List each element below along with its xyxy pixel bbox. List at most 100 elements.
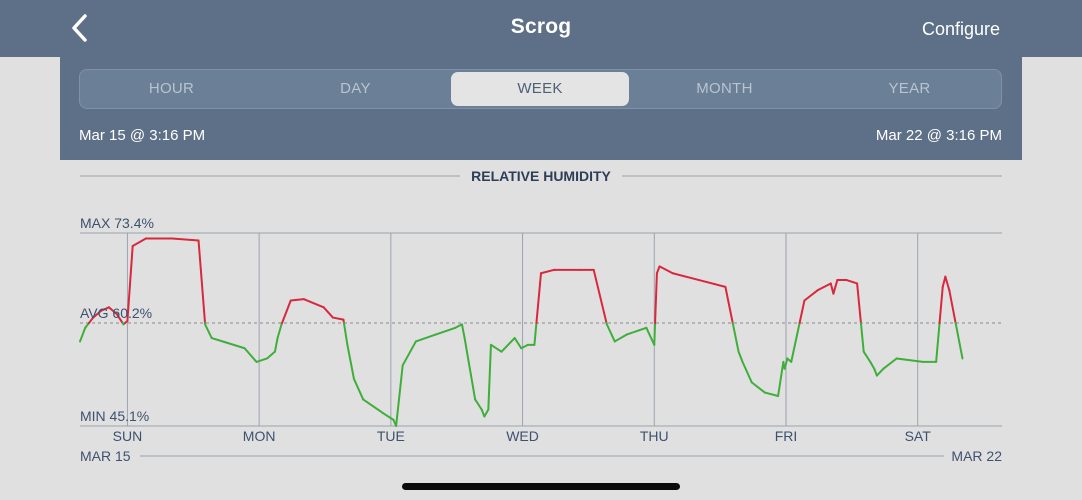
series-line-segment <box>346 343 355 380</box>
series-line-segment <box>671 272 701 282</box>
series-line-segment <box>204 323 213 340</box>
series-line-segment <box>655 265 661 275</box>
series-line-segment <box>210 337 226 344</box>
series-line-segment <box>658 265 674 275</box>
series-line-segment <box>223 341 246 350</box>
series-line-segment <box>698 279 727 288</box>
series-line-segment <box>342 322 349 346</box>
series-line-segment <box>613 333 628 343</box>
series-line-segment <box>783 357 789 370</box>
top-navigation-bar: Scrog Configure <box>0 0 1082 57</box>
series-line-segment <box>197 239 207 325</box>
time-range-segmented-control: HOUR DAY WEEK MONTH YEAR <box>79 69 1002 109</box>
range-start-label: Mar 15 @ 3:16 PM <box>79 127 206 144</box>
date-start-label: MAR 15 <box>80 448 131 464</box>
series-line-segment <box>395 364 404 427</box>
series-line-segment <box>777 360 785 397</box>
series-line-segment <box>724 285 734 325</box>
range-end-label: Mar 22 @ 3:16 PM <box>875 127 1002 144</box>
avg-label: AVG 60.2% <box>80 305 152 321</box>
series-line-segment <box>653 322 657 346</box>
series-line-segment <box>276 323 283 340</box>
series-line-segment <box>592 268 608 325</box>
series-line-segment <box>856 282 862 325</box>
series-line-segment <box>938 285 944 325</box>
x-tick-label: SAT <box>905 428 932 444</box>
series-line-segment <box>281 299 292 325</box>
chevron-left-icon[interactable] <box>66 12 96 44</box>
humidity-series <box>79 237 964 427</box>
x-tick-label: TUE <box>377 428 405 444</box>
tab-day[interactable]: DAY <box>340 80 371 97</box>
series-line-segment <box>126 244 134 322</box>
series-line-segment <box>763 391 780 397</box>
series-line-segment <box>882 357 898 370</box>
series-line-segment <box>816 282 832 292</box>
series-line-segment <box>741 360 753 384</box>
series-line-segment <box>362 398 384 415</box>
series-line-segment <box>645 326 656 346</box>
series-line-segment <box>875 367 885 377</box>
series-line-segment <box>625 326 648 336</box>
x-axis-day-labels: SUN MON TUE WED THU FRI SAT <box>113 428 932 444</box>
series-line-segment <box>463 337 477 401</box>
series-line-segment <box>489 343 503 353</box>
series-line-segment <box>798 299 806 325</box>
series-line-segment <box>803 289 819 302</box>
series-line-segment <box>460 323 466 340</box>
series-line-segment <box>654 272 658 325</box>
series-line-segment <box>115 313 124 325</box>
series-line-segment <box>266 350 276 360</box>
series-line-segment <box>100 306 110 312</box>
series-line-segment <box>331 316 345 321</box>
series-line-segment <box>535 272 542 325</box>
chart-title: RELATIVE HUMIDITY <box>471 168 611 184</box>
series-line-segment <box>302 298 325 309</box>
series-line-segment <box>84 322 90 329</box>
tab-hour[interactable]: HOUR <box>148 80 195 97</box>
series-line-segment <box>845 279 859 285</box>
series-line-segment <box>513 337 523 350</box>
series-line-segment <box>873 367 878 377</box>
series-line-segment <box>895 357 924 363</box>
range-panel: HOUR DAY WEEK MONTH YEAR Mar 15 @ 3:16 P… <box>60 57 1022 160</box>
series-line-segment <box>862 350 872 363</box>
series-line-segment <box>401 340 417 367</box>
humidity-chart: RELATIVE HUMIDITY MAX 73.4% AVG 60.2% MI… <box>79 168 1003 464</box>
x-tick-label: WED <box>506 428 539 444</box>
tab-year[interactable]: YEAR <box>888 80 931 97</box>
series-line-segment <box>483 408 490 418</box>
series-line-segment <box>750 381 766 394</box>
series-line-segment <box>434 326 457 336</box>
max-label: MAX 73.4% <box>80 215 154 231</box>
series-line-segment <box>87 316 95 325</box>
series-line-segment <box>107 306 118 316</box>
series-line-segment <box>381 412 395 421</box>
x-tick-label: FRI <box>775 428 798 444</box>
date-end-label: MAR 22 <box>951 448 1002 464</box>
series-line-segment <box>533 322 538 346</box>
x-tick-label: THU <box>640 428 669 444</box>
configure-button[interactable]: Configure <box>921 19 1000 39</box>
series-line-segment <box>954 322 964 360</box>
min-label: MIN 45.1% <box>80 408 149 424</box>
series-line-segment <box>273 337 279 353</box>
series-line-segment <box>948 289 957 325</box>
x-tick-label: MON <box>243 428 276 444</box>
x-tick-label: SUN <box>113 428 143 444</box>
tab-week[interactable]: WEEK <box>451 72 629 106</box>
series-line-segment <box>935 322 941 363</box>
series-line-segment <box>322 306 334 319</box>
series-line-segment <box>171 237 200 242</box>
series-line-segment <box>352 377 365 401</box>
series-line-segment <box>454 323 463 329</box>
series-line-segment <box>540 268 556 275</box>
series-line-segment <box>944 275 951 292</box>
series-line-segment <box>414 333 437 343</box>
series-line-segment <box>131 237 147 247</box>
series-line-segment <box>500 337 516 353</box>
series-line-segment <box>790 322 801 363</box>
tab-month[interactable]: MONTH <box>696 80 753 97</box>
series-line-segment <box>520 343 529 350</box>
series-line-segment <box>731 322 740 353</box>
